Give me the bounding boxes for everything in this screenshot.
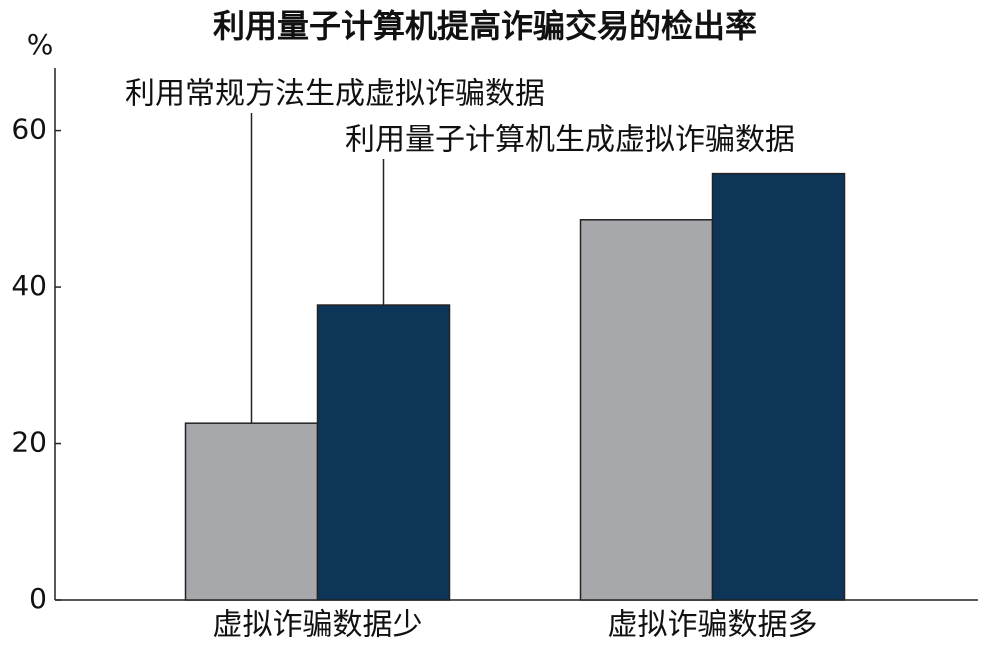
- series-label: 利用量子计算机生成虚拟诈骗数据: [345, 123, 795, 158]
- y-tick-label: 60: [11, 113, 47, 146]
- chart-title: 利用量子计算机提高诈骗交易的检出率: [213, 7, 757, 45]
- bar: [579, 219, 714, 601]
- bar: [711, 172, 846, 601]
- bar: [184, 422, 319, 601]
- bar: [316, 304, 451, 601]
- y-tick-label: 20: [11, 426, 47, 459]
- series-label: 利用常规方法生成虚拟诈骗数据: [125, 77, 545, 112]
- y-axis-label: %: [27, 28, 54, 61]
- y-tick-label: 0: [29, 582, 47, 615]
- y-tick-label: 40: [11, 269, 47, 302]
- x-tick-label: 虚拟诈骗数据多: [608, 608, 818, 643]
- x-tick-label: 虚拟诈骗数据少: [213, 608, 423, 643]
